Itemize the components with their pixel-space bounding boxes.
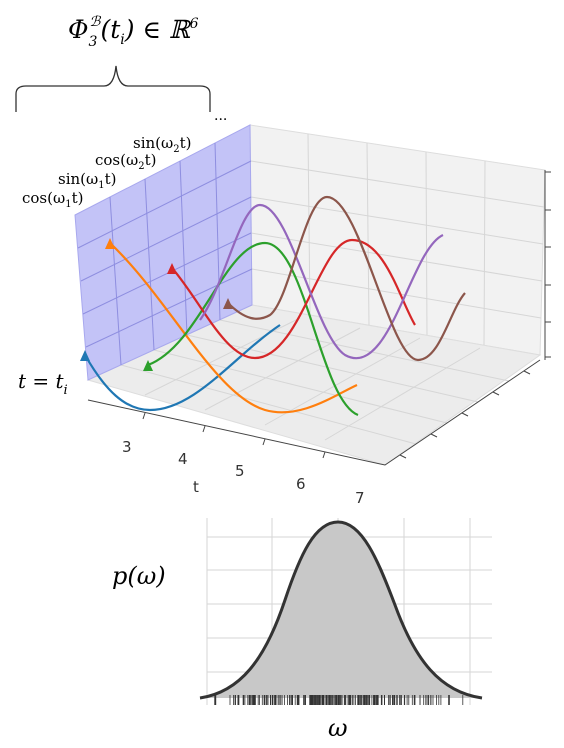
- axis-ticks: [142, 171, 551, 459]
- feature-label: sin(ω1t): [58, 170, 117, 191]
- axis-edges: [87, 170, 546, 466]
- x-tick-label: 3: [122, 438, 132, 456]
- x-tick-label: 5: [235, 462, 245, 480]
- start-marker: [223, 298, 233, 309]
- curve-sin-w1: [109, 242, 358, 414]
- curve-extra-1: [199, 203, 444, 360]
- x-tick-label: 7: [355, 489, 365, 507]
- curve-cos-w2: [147, 241, 359, 417]
- x-axis-label: t: [193, 478, 199, 496]
- start-marker: [105, 238, 115, 249]
- density-y-label: p(ω): [112, 562, 166, 590]
- sample-rug: [214, 695, 464, 705]
- start-marker: [80, 350, 90, 361]
- x-tick-label: 4: [178, 450, 188, 468]
- feature-curves: [80, 195, 466, 417]
- density-curve: [199, 520, 483, 700]
- brace: [15, 65, 211, 112]
- time-label: t = ti: [18, 369, 68, 398]
- grid: [120, 133, 545, 445]
- x-tick-label: 6: [296, 475, 306, 493]
- density-x-label: ω: [328, 714, 348, 742]
- start-marker: [167, 263, 177, 274]
- density-fill: [200, 522, 482, 698]
- feature-label: sin(ω2t): [133, 134, 192, 155]
- plane-grid: [77, 142, 253, 366]
- ellipsis: ...: [214, 108, 227, 124]
- feature-map-formula: Φ3ℬ(ti) ∈ ℝ6: [68, 14, 199, 50]
- start-marker: [143, 360, 153, 371]
- feature-label: cos(ω2t): [95, 151, 156, 172]
- curve-extra-2: [227, 195, 466, 362]
- feature-label: cos(ω1t): [22, 189, 83, 210]
- curve-sin-w2: [171, 238, 416, 360]
- curve-cos-w1: [84, 324, 281, 412]
